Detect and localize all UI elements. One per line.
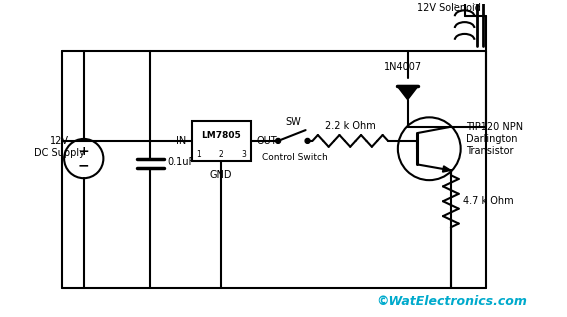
Text: 1N4007: 1N4007: [384, 62, 422, 72]
Text: GND: GND: [210, 170, 232, 180]
Text: OUT: OUT: [256, 136, 277, 146]
Circle shape: [276, 139, 281, 143]
Text: −: −: [78, 158, 90, 172]
Text: Control Switch: Control Switch: [262, 153, 328, 162]
Text: 12V Solenoid: 12V Solenoid: [417, 3, 481, 13]
Circle shape: [305, 139, 310, 143]
Text: 2.2 k Ohm: 2.2 k Ohm: [325, 121, 375, 131]
Text: TIP120 NPN
Darlington
Transistor: TIP120 NPN Darlington Transistor: [466, 122, 523, 156]
Bar: [192, 121, 251, 160]
Text: 12V
DC Supply: 12V DC Supply: [34, 136, 84, 158]
Text: 1: 1: [196, 150, 201, 159]
Text: ©WatElectronics.com: ©WatElectronics.com: [376, 295, 527, 308]
Text: +: +: [78, 145, 89, 158]
Text: IN: IN: [176, 136, 186, 146]
Text: LM7805: LM7805: [201, 132, 241, 140]
Polygon shape: [397, 86, 418, 100]
Text: SW: SW: [285, 117, 301, 127]
Text: 0.1uF: 0.1uF: [167, 157, 194, 166]
Text: 2: 2: [219, 150, 223, 159]
Text: 3: 3: [242, 150, 246, 159]
Polygon shape: [443, 166, 451, 172]
Text: 4.7 k Ohm: 4.7 k Ohm: [463, 196, 513, 206]
